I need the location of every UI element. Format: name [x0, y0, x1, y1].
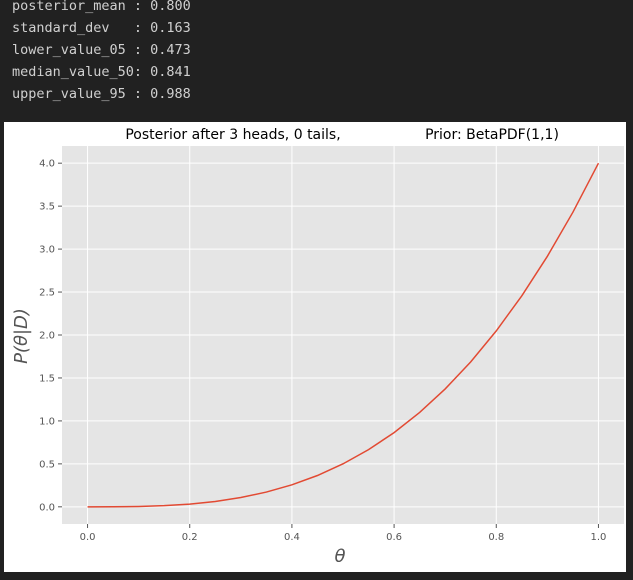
y-tick-label: 2.0 [39, 331, 55, 342]
y-tick-label: 0.5 [39, 459, 55, 470]
x-tick-label: 0.2 [182, 532, 198, 543]
y-tick-label: 3.0 [39, 245, 55, 256]
y-tick-label: 3.5 [39, 202, 55, 213]
figure-panel: Posterior after 3 heads, 0 tails, Prior:… [4, 122, 626, 572]
console-line-lower-value: lower_value_05 : 0.473 [12, 42, 191, 58]
y-tick-label: 1.5 [39, 373, 55, 384]
chart-title-left: Posterior after 3 heads, 0 tails, [125, 127, 340, 143]
x-tick-label: 0.8 [488, 532, 504, 543]
console-line-upper-value: upper_value_95 : 0.988 [12, 86, 191, 102]
y-tick-label: 2.5 [39, 288, 55, 299]
x-tick-label: 0.0 [80, 532, 96, 543]
x-tick-label: 0.4 [284, 532, 300, 543]
console-line-median-value: median_value_50: 0.841 [12, 64, 191, 80]
y-tick-label: 4.0 [39, 159, 55, 170]
y-tick-label: 0.0 [39, 502, 55, 513]
y-axis-label: P(θ|D) [11, 308, 32, 364]
console-line-posterior-mean: posterior_mean : 0.800 [12, 0, 191, 14]
console-line-standard-dev: standard_dev : 0.163 [12, 20, 191, 36]
x-axis-label: θ [334, 546, 345, 567]
chart-title-right: Prior: BetaPDF(1,1) [425, 127, 559, 143]
y-tick-label: 1.0 [39, 416, 55, 427]
series-line-posterior [87, 162, 600, 508]
x-tick-label: 1.0 [591, 532, 607, 543]
console-output: posterior_mean : 0.800 standard_dev : 0.… [0, 0, 633, 114]
x-tick-label: 0.6 [386, 532, 402, 543]
posterior-chart: Posterior after 3 heads, 0 tails, Prior:… [11, 127, 624, 567]
